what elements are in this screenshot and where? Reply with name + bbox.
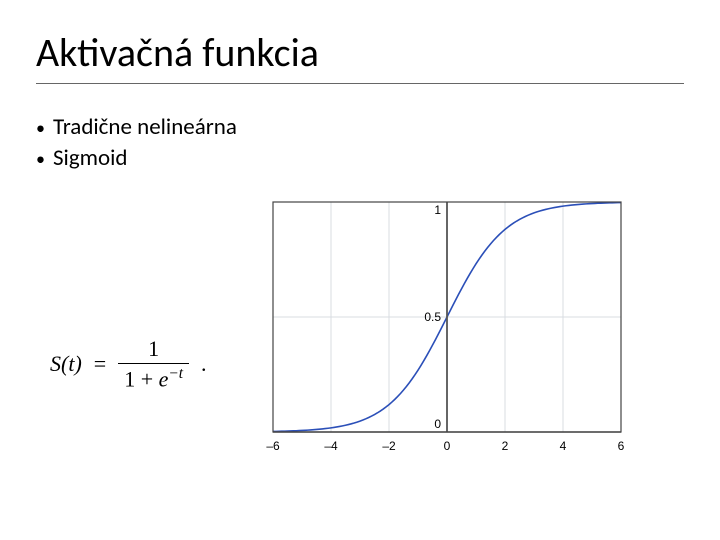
content-row: S(t) = 1 1 + e−t . –6 –4 –2 0 2 4 6 0 0.5 1 bbox=[36, 194, 684, 464]
sigmoid-formula: S(t) = 1 1 + e−t . bbox=[50, 337, 207, 392]
svg-text:4: 4 bbox=[559, 439, 566, 453]
formula-denominator: 1 + e−t bbox=[118, 363, 189, 392]
svg-text:2: 2 bbox=[501, 439, 508, 453]
svg-text:–4: –4 bbox=[324, 439, 338, 453]
svg-text:0.5: 0.5 bbox=[424, 310, 441, 324]
svg-text:–6: –6 bbox=[266, 439, 280, 453]
bullet-marker: • bbox=[36, 147, 45, 171]
bullet-text: Sigmoid bbox=[53, 143, 128, 174]
svg-text:1: 1 bbox=[434, 203, 441, 217]
formula-numerator: 1 bbox=[142, 337, 165, 363]
svg-text:6: 6 bbox=[617, 439, 624, 453]
formula-fraction: 1 1 + e−t bbox=[118, 337, 189, 392]
bullet-marker: • bbox=[36, 116, 45, 140]
bullet-text: Tradične nelineárna bbox=[53, 112, 237, 143]
formula-lhs: S(t) bbox=[50, 351, 82, 377]
bullet-list: • Tradične nelineárna • Sigmoid bbox=[36, 112, 684, 174]
sigmoid-chart: –6 –4 –2 0 2 4 6 0 0.5 1 bbox=[217, 194, 627, 464]
formula-punct: . bbox=[201, 351, 207, 377]
bullet-item: • Tradične nelineárna bbox=[36, 112, 684, 143]
svg-text:0: 0 bbox=[434, 417, 441, 431]
bullet-item: • Sigmoid bbox=[36, 143, 684, 174]
page-title: Aktivačná funkcia bbox=[36, 28, 684, 84]
svg-text:–2: –2 bbox=[382, 439, 396, 453]
svg-text:0: 0 bbox=[443, 439, 450, 453]
equals-sign: = bbox=[94, 351, 106, 377]
chart-svg: –6 –4 –2 0 2 4 6 0 0.5 1 bbox=[217, 194, 627, 464]
